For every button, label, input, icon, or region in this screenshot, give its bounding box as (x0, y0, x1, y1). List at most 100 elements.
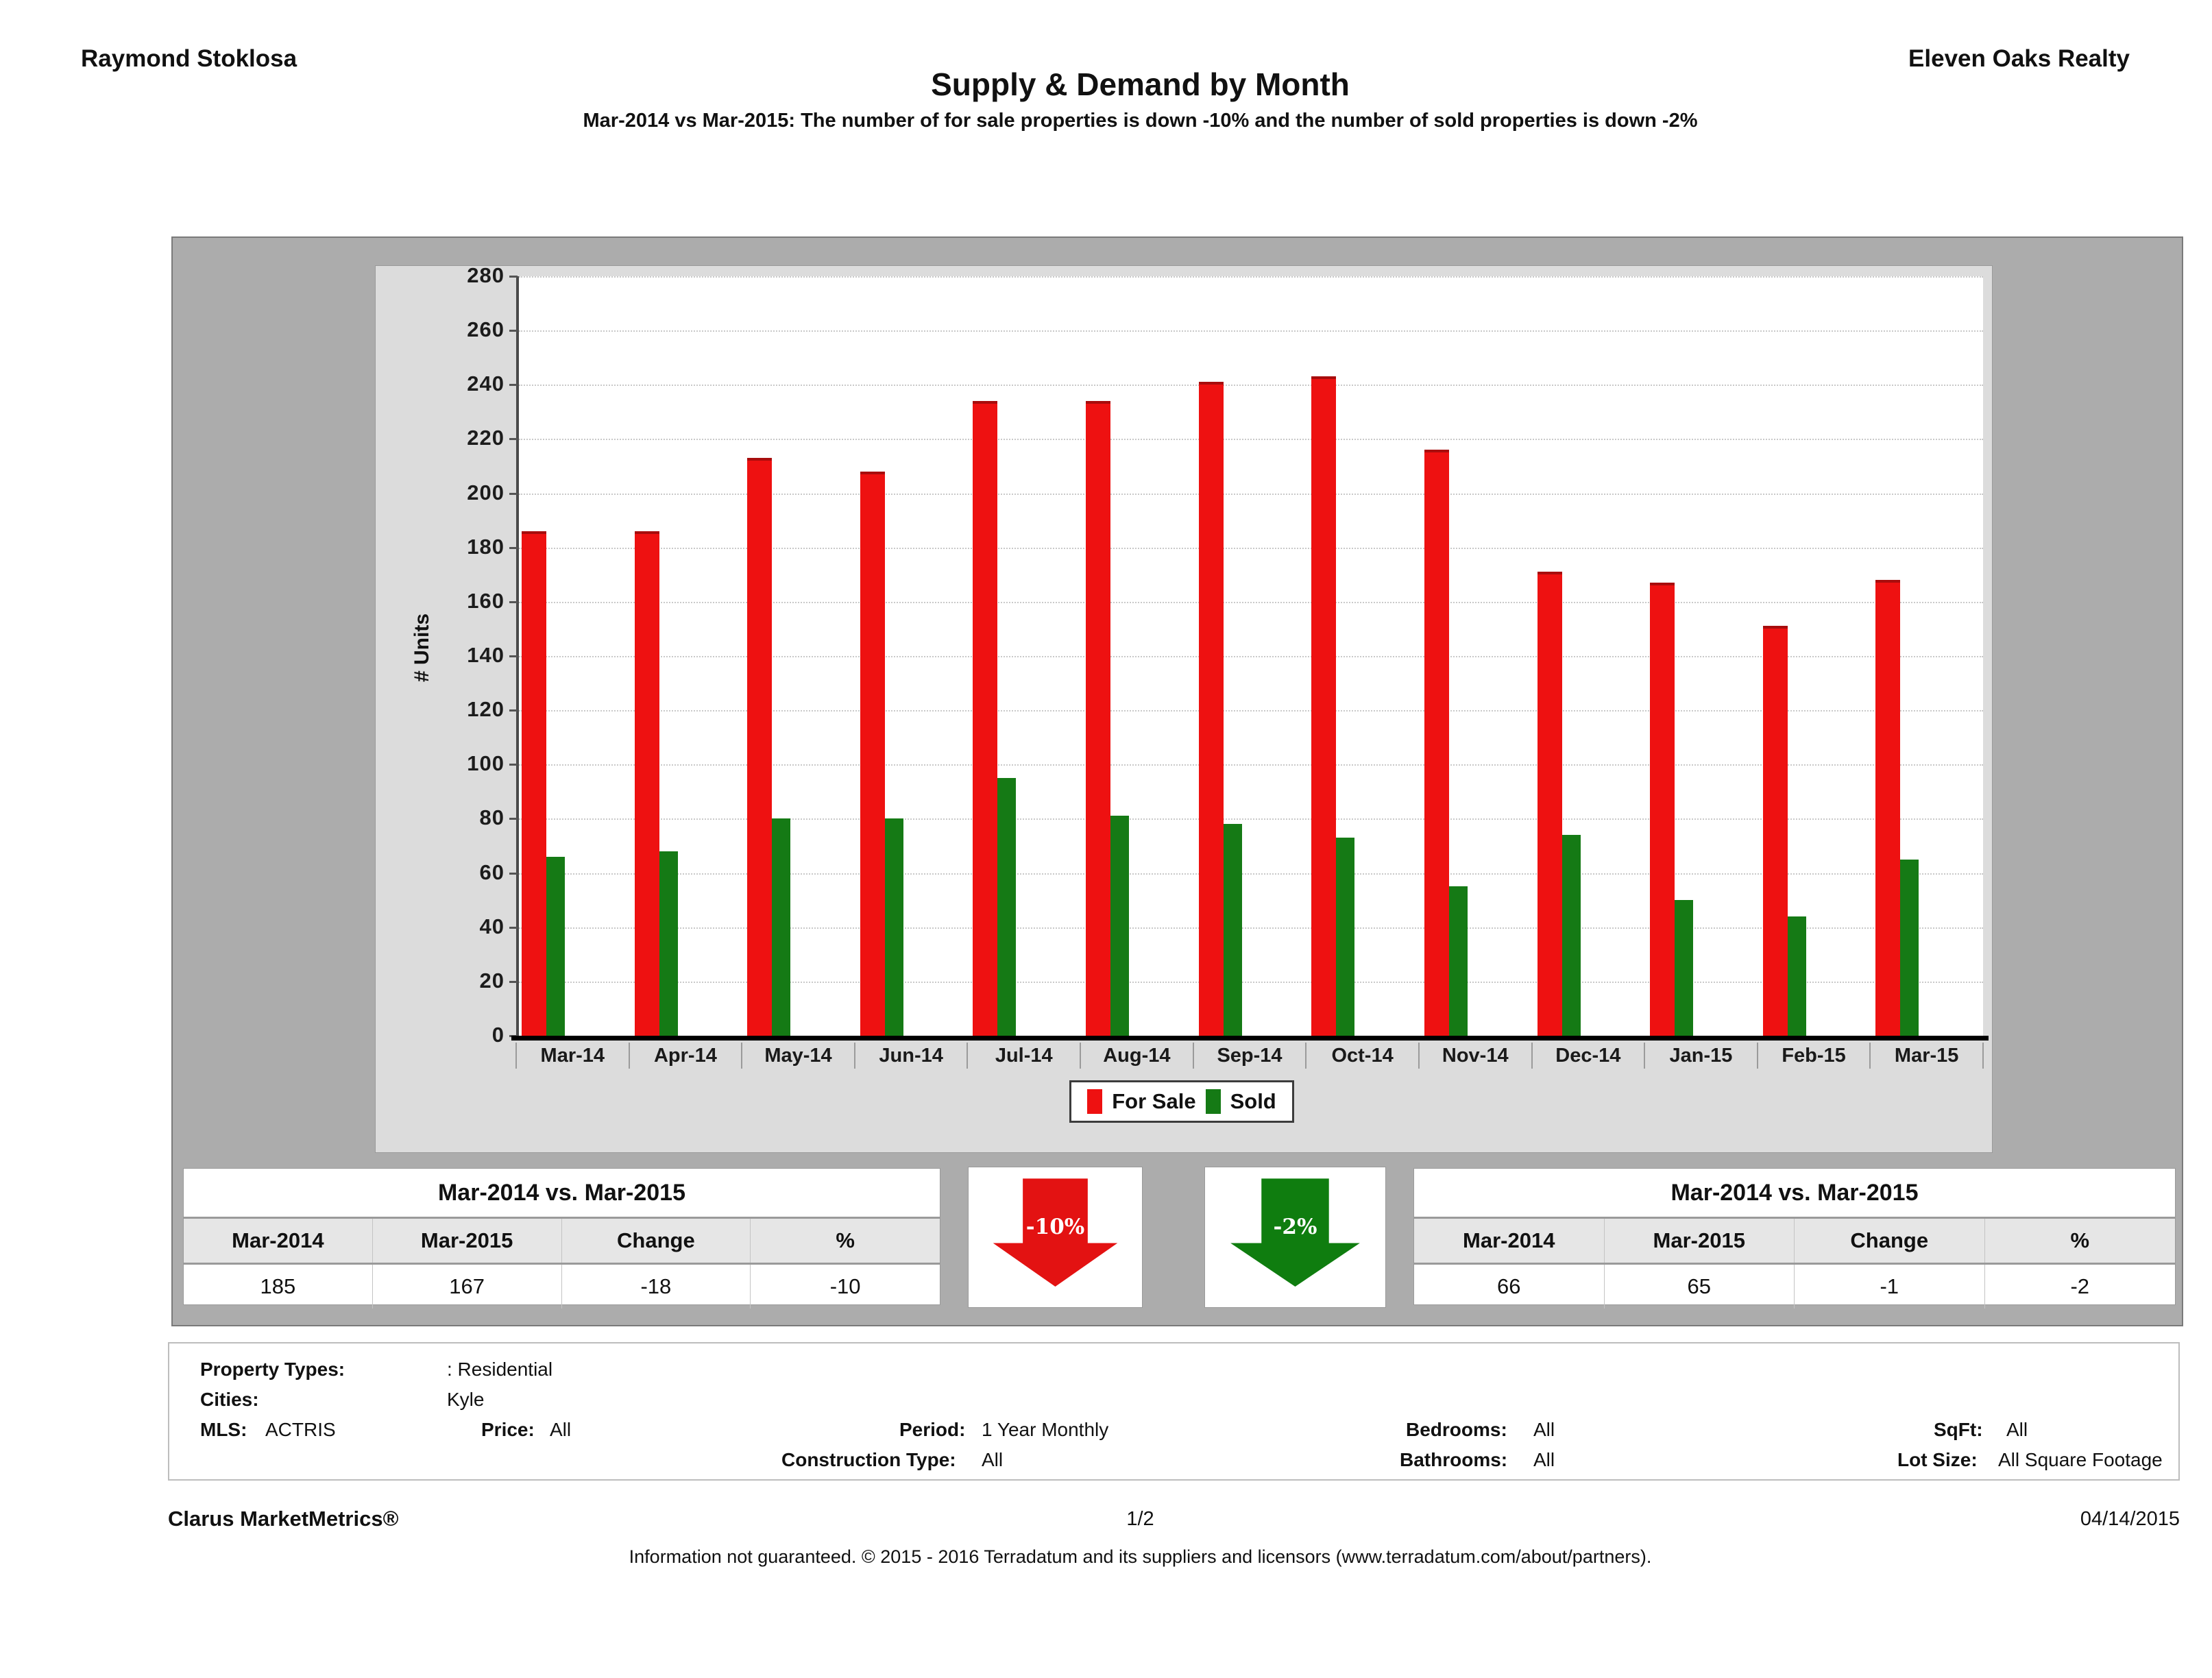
x-tick-separator (1305, 1043, 1307, 1069)
bar-for-sale-May-14 (747, 458, 773, 1036)
x-tick-label: Jul-14 (995, 1045, 1053, 1067)
property-types-value: : Residential (447, 1359, 553, 1380)
bar-sold-Sep-14 (1223, 824, 1242, 1036)
gridline (519, 493, 1983, 495)
x-tick-label: Dec-14 (1555, 1045, 1621, 1067)
comparison-table-title: Mar-2014 vs. Mar-2015 (1414, 1169, 2175, 1219)
y-tick-label: 220 (467, 426, 505, 450)
y-tick-label: 280 (467, 263, 505, 287)
x-tick-label: Nov-14 (1442, 1045, 1509, 1067)
construction-type-value: All (982, 1449, 1004, 1470)
plot-area (516, 276, 1983, 1036)
bar-sold-Jan-15 (1675, 900, 1694, 1036)
bar-for-sale-Feb-15 (1762, 626, 1788, 1036)
bar-for-sale-Sep-14 (1198, 382, 1224, 1036)
x-tick-separator (1756, 1043, 1758, 1069)
product-brand: Clarus MarketMetrics® (168, 1507, 399, 1531)
y-tick-mark (509, 818, 518, 820)
gridline (519, 927, 1983, 929)
bar-for-sale-Jun-14 (860, 471, 885, 1036)
sqft-label: SqFt: (1934, 1419, 1983, 1440)
gridline (519, 873, 1983, 875)
column-header: Mar-2014 (184, 1219, 373, 1263)
period-value: 1 Year Monthly (982, 1419, 1109, 1440)
x-tick-label: Apr-14 (653, 1045, 717, 1067)
x-tick-label: Feb-15 (1782, 1045, 1846, 1067)
gridline (519, 656, 1983, 657)
page-number: 1/2 (1126, 1508, 1154, 1530)
comparison-table-title: Mar-2014 vs. Mar-2015 (184, 1169, 940, 1219)
property-types-label: Property Types: (200, 1359, 345, 1380)
lot-size-label: Lot Size: (1897, 1449, 1978, 1470)
gridline (519, 710, 1983, 712)
bathrooms-value: All (1533, 1449, 1555, 1470)
x-tick-label: Oct-14 (1331, 1045, 1394, 1067)
x-tick-separator (1192, 1043, 1194, 1069)
y-tick-label: 60 (479, 860, 505, 884)
gridline (519, 330, 1983, 332)
chart-legend: For Sale Sold (1069, 1080, 1294, 1123)
comparison-table-sold: Mar-2014 vs. Mar-2015 Mar-2014 Mar-2015 … (1413, 1168, 2176, 1309)
price-value: All (550, 1419, 572, 1440)
for-sale-trend-panel: -10% (968, 1167, 1143, 1308)
x-tick-label: Sep-14 (1217, 1045, 1283, 1067)
comparison-table-for-sale: Mar-2014 vs. Mar-2015 Mar-2014 Mar-2015 … (183, 1168, 940, 1309)
bar-for-sale-Jul-14 (973, 401, 998, 1036)
bar-sold-Aug-14 (1110, 816, 1130, 1036)
x-tick-separator (1644, 1043, 1646, 1069)
table-cell: 66 (1414, 1265, 1605, 1309)
gridline (519, 547, 1983, 549)
y-tick-mark (509, 384, 518, 387)
x-tick-separator (515, 1043, 517, 1069)
bar-for-sale-Nov-14 (1424, 450, 1449, 1036)
table-cell: -2 (2070, 1274, 2090, 1298)
gridline (519, 276, 1983, 278)
y-tick-label: 0 (491, 1023, 505, 1047)
page-subtitle: Mar-2014 vs Mar-2015: The number of for … (583, 110, 1698, 132)
sold-trend-panel: -2% (1204, 1167, 1386, 1308)
table-cell: 65 (1605, 1265, 1795, 1309)
comparison-table-header-row: Mar-2014 Mar-2015 Change % (184, 1219, 940, 1265)
comparison-table-value-row: 185 167 -18 -10 (184, 1265, 940, 1309)
x-tick-separator (853, 1043, 855, 1069)
y-tick-label: 240 (467, 372, 505, 396)
x-tick-separator (741, 1043, 743, 1069)
table-cell: -1 (1795, 1265, 1985, 1309)
chart-panel: # Units 0 20 40 60 80 100 120 140 160 180 200 220 24… (375, 263, 1993, 1153)
legend-sold-swatch (1205, 1089, 1221, 1114)
bedrooms-label: Bedrooms: (1406, 1419, 1507, 1440)
bar-sold-Nov-14 (1448, 886, 1468, 1036)
page-title: Supply & Demand by Month (931, 66, 1350, 102)
y-tick-mark (509, 438, 518, 441)
y-tick-mark (509, 600, 518, 603)
y-tick-mark (509, 872, 518, 875)
construction-type-label: Construction Type: (781, 1449, 956, 1470)
x-tick-separator (967, 1043, 969, 1069)
y-tick-label: 20 (479, 968, 505, 993)
gridline (519, 439, 1983, 441)
bar-for-sale-Mar-15 (1875, 580, 1901, 1036)
y-tick-label: 260 (467, 317, 505, 342)
price-label: Price: (481, 1419, 535, 1440)
comparison-table-header-row: Mar-2014 Mar-2015 Change % (1414, 1219, 2175, 1265)
column-header: % (2070, 1228, 2090, 1252)
y-tick-label: 120 (467, 697, 505, 722)
bedrooms-value: All (1533, 1419, 1555, 1440)
y-tick-label: 100 (467, 751, 505, 776)
y-tick-mark (509, 546, 518, 549)
table-cell: 185 (184, 1265, 373, 1309)
bar-sold-Jul-14 (997, 778, 1017, 1036)
x-tick-label: Jun-14 (879, 1045, 943, 1067)
y-tick-mark (509, 926, 518, 929)
column-header: Mar-2015 (1605, 1219, 1795, 1263)
table-cell: -18 (562, 1265, 751, 1309)
sold-change-percent: -2% (1273, 1215, 1317, 1240)
report-date: 04/14/2015 (2080, 1508, 2180, 1530)
cities-label: Cities: (200, 1389, 259, 1410)
legend-sold-label: Sold (1230, 1089, 1276, 1113)
bar-sold-Apr-14 (659, 851, 678, 1036)
gridline (519, 764, 1983, 766)
cities-value: Kyle (447, 1389, 485, 1410)
agent-name: Raymond Stoklosa (81, 45, 297, 72)
